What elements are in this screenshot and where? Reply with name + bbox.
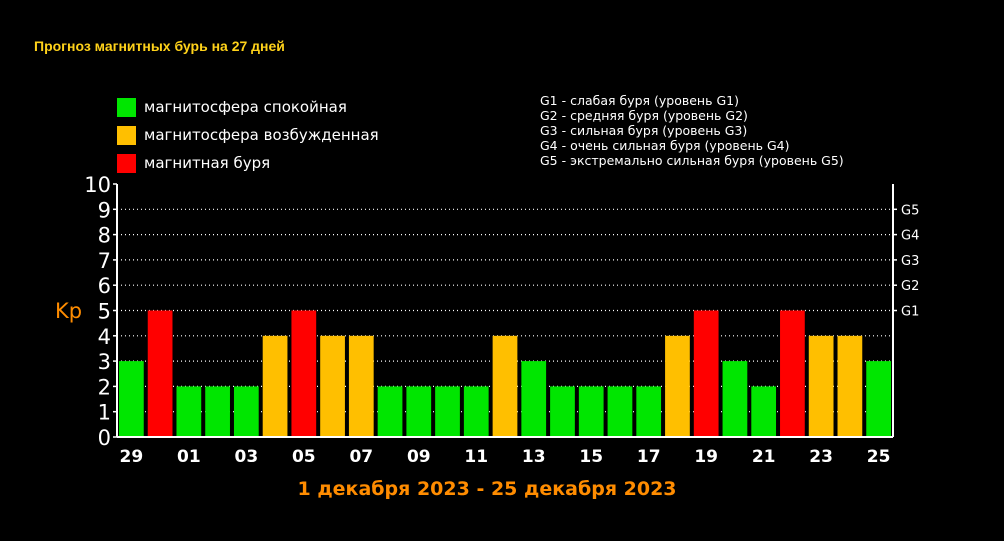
bar-09	[406, 386, 432, 437]
x-tick-label-25: 25	[867, 447, 891, 467]
storm-level-g5: G5 - экстремально сильная буря (уровень …	[540, 153, 844, 168]
bar-12	[492, 335, 518, 437]
bar-24	[837, 335, 863, 437]
page-title: Прогноз магнитных бурь на 27 дней	[34, 38, 285, 54]
x-tick-label-23: 23	[809, 447, 833, 467]
x-tick-label-03: 03	[234, 447, 258, 467]
x-tick-label-17: 17	[637, 447, 661, 467]
bar-03	[233, 386, 259, 437]
bar-25	[866, 361, 891, 437]
legend-item-calm: магнитосфера спокойная	[117, 93, 379, 121]
bar-23	[808, 335, 834, 437]
bar-07	[348, 335, 374, 437]
bar-21	[751, 386, 777, 437]
g-level-label-G1: G1	[901, 305, 919, 320]
x-tick-label-15: 15	[579, 447, 603, 467]
legend-swatch-excited	[117, 125, 136, 145]
y-tick-label-0: 0	[98, 426, 111, 450]
storm-level-g2: G2 - средняя буря (уровень G2)	[540, 108, 748, 123]
legend-swatch-calm	[117, 97, 136, 117]
bar-19	[693, 310, 719, 437]
storm-level-g1: G1 - слабая буря (уровень G1)	[540, 93, 739, 108]
legend-swatch-storm	[117, 153, 136, 173]
y-tick-label-7: 7	[98, 249, 111, 273]
g-level-label-G3: G3	[901, 254, 919, 269]
bar-17	[636, 386, 662, 437]
x-tick-label-09: 09	[407, 447, 431, 467]
x-tick-label-07: 07	[349, 447, 373, 467]
bar-04	[262, 335, 288, 437]
bar-16	[607, 386, 633, 437]
x-tick-label-21: 21	[752, 447, 776, 467]
y-tick-label-4: 4	[98, 325, 111, 349]
y-tick-label-2: 2	[98, 375, 111, 399]
g-level-label-G4: G4	[901, 229, 919, 244]
y-tick-label-8: 8	[98, 224, 111, 248]
bar-11	[463, 386, 489, 437]
x-axis-label: 1 декабря 2023 - 25 декабря 2023	[297, 478, 676, 500]
bar-05	[291, 310, 317, 437]
legend-label-excited: магнитосфера возбужденная	[144, 126, 379, 144]
y-tick-label-10: 10	[84, 173, 111, 197]
bar-14	[550, 386, 575, 437]
bars	[119, 310, 891, 437]
x-tick-label-05: 05	[292, 447, 316, 467]
x-tick-label-29: 29	[120, 447, 144, 467]
bar-22	[780, 310, 805, 437]
y-tick-label-5: 5	[98, 300, 111, 324]
bar-02	[205, 386, 230, 437]
y-tick-label-9: 9	[98, 198, 111, 222]
x-tick-label-01: 01	[177, 447, 201, 467]
bar-20	[722, 361, 748, 437]
storm-level-legend: G1 - слабая буря (уровень G1) G2 - средн…	[540, 93, 844, 168]
g-level-label-G5: G5	[901, 203, 919, 218]
bar-10	[435, 386, 460, 437]
legend-item-excited: магнитосфера возбужденная	[117, 121, 379, 149]
storm-level-g3: G3 - сильная буря (уровень G3)	[540, 123, 748, 138]
g-level-labels: G1 G2 G3 G4 G5	[893, 203, 919, 320]
y-tick-label-3: 3	[98, 350, 111, 374]
bar-29	[119, 361, 144, 437]
bar-06	[320, 335, 345, 437]
bar-15	[578, 386, 604, 437]
x-tick-label-13: 13	[522, 447, 546, 467]
x-tick-label-11: 11	[464, 447, 488, 467]
bar-13	[521, 361, 547, 437]
g-level-label-G2: G2	[901, 279, 919, 294]
bar-01	[176, 386, 202, 437]
legend-item-storm: магнитная буря	[117, 149, 379, 177]
legend: магнитосфера спокойная магнитосфера возб…	[117, 93, 379, 177]
y-axis-label: Kp	[55, 299, 82, 323]
legend-label-storm: магнитная буря	[144, 154, 271, 172]
x-tick-label-19: 19	[694, 447, 718, 467]
bar-08	[377, 386, 403, 437]
y-tick-label-6: 6	[98, 274, 111, 298]
bar-30	[147, 310, 173, 437]
storm-level-g4: G4 - очень сильная буря (уровень G4)	[540, 138, 790, 153]
x-tick-labels: 29 01 03 05 07 09 11 13 15 17 19 21 23 25	[120, 447, 891, 467]
bar-18	[665, 335, 690, 437]
legend-label-calm: магнитосфера спокойная	[144, 98, 347, 116]
y-tick-label-1: 1	[98, 401, 111, 425]
